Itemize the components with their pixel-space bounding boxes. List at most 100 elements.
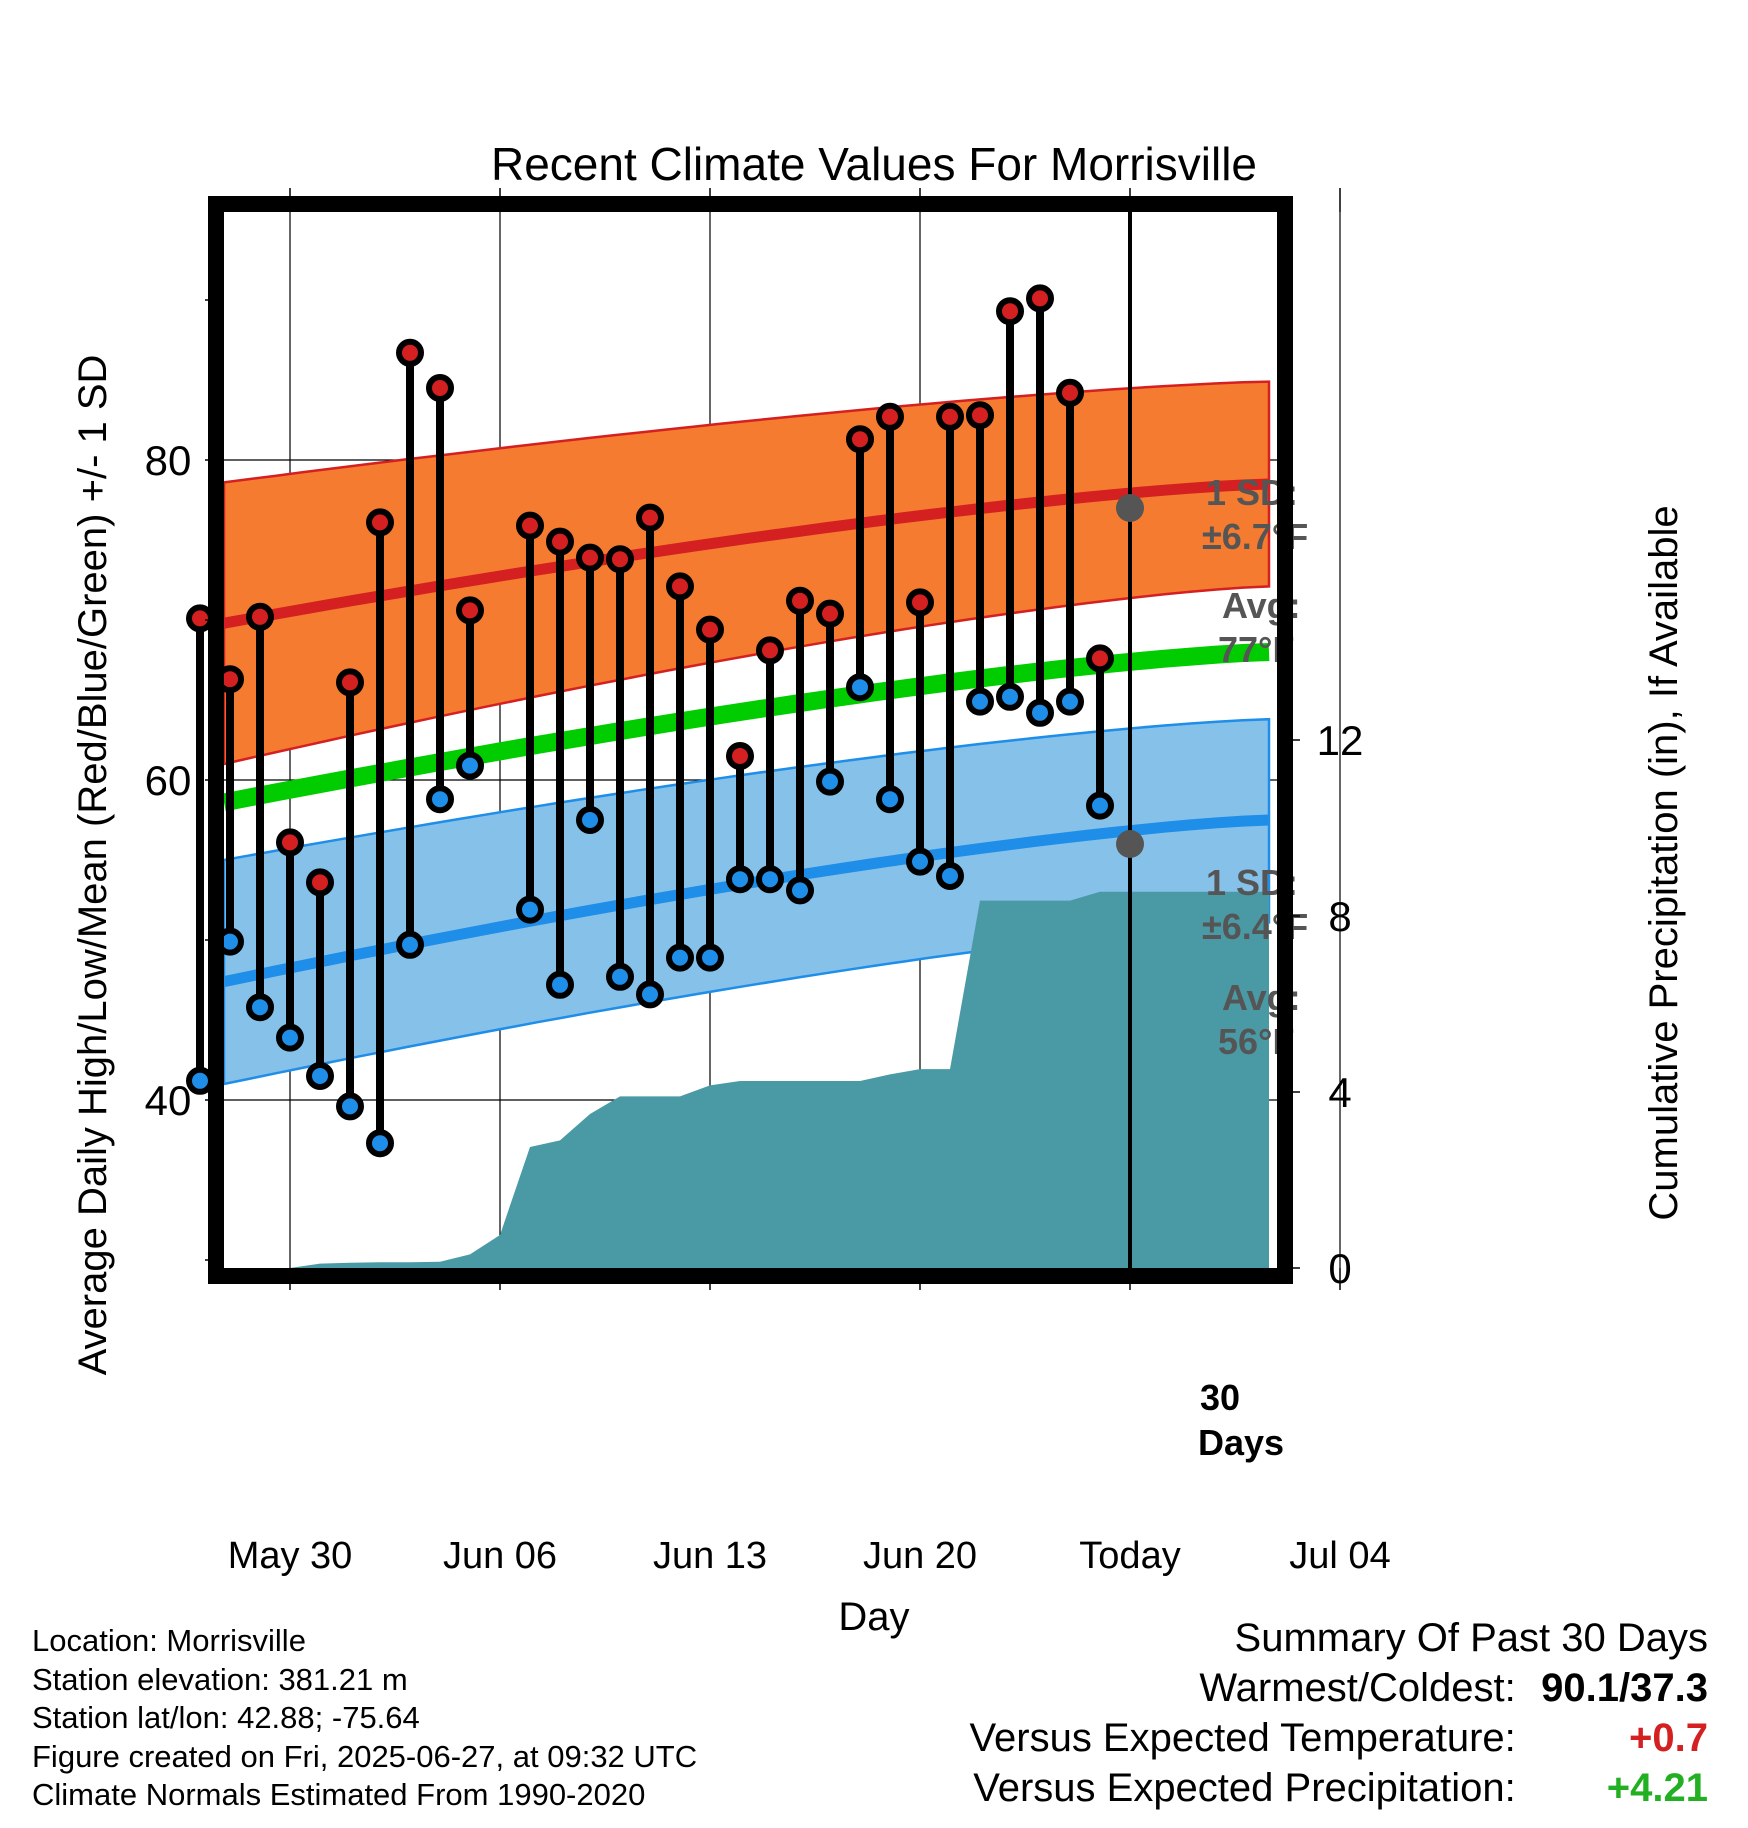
low-avg-dot <box>1116 830 1144 858</box>
high-normal-line <box>223 478 1270 629</box>
low-point <box>1026 698 1054 727</box>
y-tick-label: 40 <box>145 1077 192 1124</box>
low-point <box>186 1066 214 1095</box>
low-point <box>966 687 994 716</box>
low-point <box>816 767 844 796</box>
high-point <box>606 545 634 574</box>
y2-tick-label: 8 <box>1328 893 1351 940</box>
summary-title: Summary Of Past 30 Days <box>1234 1616 1708 1660</box>
high-point <box>966 401 994 430</box>
temp-departure-label: Versus Expected Temperature: <box>969 1716 1516 1760</box>
high-point <box>906 588 934 617</box>
prcp-departure-label: Versus Expected Precipitation: <box>973 1766 1516 1810</box>
low-point <box>786 876 814 905</box>
latlon-text: Station lat/lon: 42.88; -75.64 <box>32 1700 420 1735</box>
summary-warmest-row: Warmest/Coldest: 90.1/37.3 <box>970 1663 1708 1713</box>
high-point <box>516 511 544 540</box>
low-point <box>396 930 424 959</box>
elevation-text: Station elevation: 381.21 m <box>32 1661 408 1697</box>
high-point <box>696 615 724 644</box>
precip-cumulative-area <box>224 891 1269 1268</box>
x-tick-label: Jun 20 <box>863 1535 977 1577</box>
x-tick-label: May 30 <box>228 1535 353 1577</box>
high-point <box>936 402 964 431</box>
low-point <box>906 847 934 876</box>
today-days-label: 30 <box>1200 1377 1240 1418</box>
high-point <box>336 668 364 697</box>
created-text: Figure created on Fri, 2025-06-27, at 09… <box>32 1738 698 1774</box>
high-point <box>1056 378 1084 407</box>
low-point <box>636 980 664 1009</box>
prcp-departure-value: +4.21 <box>1606 1766 1708 1810</box>
high-point <box>396 338 424 367</box>
y-axis-label: Average Daily High/Low/Mean (Red/Blue/Gr… <box>71 355 115 1376</box>
temp-departure-value: +0.7 <box>1629 1716 1708 1760</box>
high-point <box>426 374 454 402</box>
high-point <box>666 572 694 601</box>
low-point <box>456 751 484 780</box>
low-point <box>516 895 544 924</box>
low-point <box>1086 791 1114 820</box>
normals-text: Climate Normals Estimated From 1990-2020 <box>32 1777 646 1812</box>
low-point <box>336 1092 364 1121</box>
daily-range-bars <box>186 284 1114 1158</box>
low-point <box>996 682 1024 711</box>
y2-tick-label: 12 <box>1317 717 1364 764</box>
low-point <box>576 806 604 834</box>
high-point <box>576 543 604 572</box>
high-point <box>876 402 904 431</box>
chart-title: Recent Climate Values For Morrisville <box>491 138 1257 190</box>
high-point <box>636 503 664 532</box>
high-point <box>276 828 304 857</box>
high-point <box>246 602 274 631</box>
axes: May 30 Jun 06 Jun 13 Jun 20 Today Jul 0440608… <box>145 188 1391 1577</box>
warmest-value: 90.1/37.3 <box>1541 1666 1708 1710</box>
high-point <box>786 586 814 615</box>
high-point <box>456 596 484 625</box>
low-point <box>366 1129 394 1158</box>
low-point <box>756 865 784 894</box>
high-point <box>186 604 214 633</box>
high-point <box>996 297 1024 326</box>
y2-axis-label: Cumulative Precipitation (in), If Availa… <box>1642 505 1686 1220</box>
y2-tick-label: 0 <box>1328 1245 1351 1292</box>
summary-panel: Summary Of Past 30 Days Warmest/Coldest:… <box>970 1613 1708 1813</box>
precipitation-area <box>224 891 1269 1268</box>
summary-prcp-row: Versus Expected Precipitation: +4.21 <box>970 1763 1708 1813</box>
x-tick-label: Jun 13 <box>653 1535 767 1577</box>
today-days-label: Days <box>1198 1422 1284 1463</box>
x-tick-label: Jun 06 <box>443 1535 557 1577</box>
low-point <box>936 862 964 890</box>
high-point <box>1026 284 1054 313</box>
low-point <box>606 962 634 991</box>
high-point <box>816 599 844 628</box>
low-point <box>696 943 724 972</box>
high-point <box>726 742 754 770</box>
low-point <box>306 1062 334 1090</box>
low-point <box>546 970 574 999</box>
low-point <box>726 865 754 894</box>
y-tick-label: 80 <box>145 437 192 484</box>
y2-tick-label: 4 <box>1328 1069 1351 1116</box>
low-point <box>426 785 454 814</box>
low-point <box>876 785 904 814</box>
high-point <box>756 636 784 665</box>
high-point <box>1086 644 1114 673</box>
plot-frame <box>208 196 1293 1284</box>
warmest-label: Warmest/Coldest: <box>1199 1666 1516 1710</box>
x-tick-label: Today <box>1079 1535 1180 1577</box>
high-point <box>546 527 574 556</box>
location-text: Location: Morrisville <box>32 1623 306 1658</box>
x-tick-label: Jul 04 <box>1289 1535 1390 1577</box>
high-point <box>366 508 394 537</box>
high-point <box>846 425 874 454</box>
x-axis-label: Day <box>838 1595 909 1639</box>
high-point <box>306 868 334 897</box>
low-point <box>1056 687 1084 716</box>
y-tick-label: 60 <box>145 757 192 804</box>
low-point <box>276 1023 304 1052</box>
high-avg-dot <box>1116 494 1144 522</box>
summary-temp-row: Versus Expected Temperature: +0.7 <box>970 1713 1708 1763</box>
low-point <box>666 943 694 972</box>
